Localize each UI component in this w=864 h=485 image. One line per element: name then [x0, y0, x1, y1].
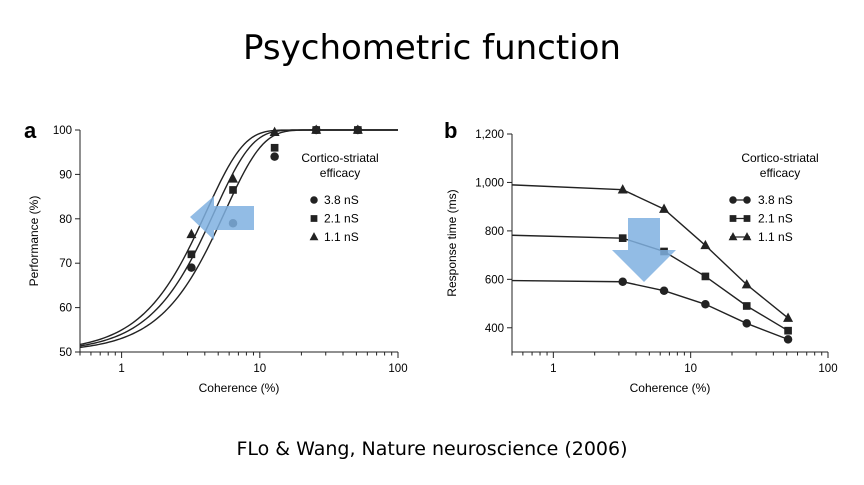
panel-b-x-axis-label: Coherence (%): [630, 381, 711, 395]
panel-b-y-tick-label: 1,000: [475, 177, 504, 189]
panel-b-letter: b: [444, 118, 457, 143]
panel-a-y-tick-label: 60: [59, 303, 72, 315]
panel-b-data-point-triangle: [700, 239, 711, 250]
slide-title: Psychometric function: [243, 28, 621, 68]
panel-a-y-tick-label: 70: [59, 258, 72, 270]
panel-a-y-tick-label: 50: [59, 347, 72, 359]
panel-a-data-point-circle: [187, 263, 196, 272]
panel-a-y-axis-label: Performance (%): [27, 196, 41, 287]
panel-b-legend-marker-triangle: [728, 232, 738, 241]
panel-b-legend-title-line1: Cortico-striatal: [741, 151, 818, 165]
panel-b-y-tick-label: 1,200: [475, 129, 504, 141]
panel-a-letter: a: [24, 118, 37, 143]
panel-a-legend-title-line2: efficacy: [320, 166, 360, 180]
panel-b-y-tick-label: 400: [485, 323, 504, 335]
panel-b-x-tick-label: 100: [818, 363, 837, 375]
citation: FLo & Wang, Nature neuroscience (2006): [236, 438, 628, 460]
panel-a-legend-marker-square: [310, 215, 318, 222]
panel-b-legend-marker-circle: [729, 196, 737, 204]
panel-b-data-point-circle: [742, 319, 751, 328]
panel-b-legend-label: 1.1 nS: [758, 230, 793, 244]
panel-a-legend-label: 3.8 nS: [324, 193, 359, 207]
panel-a-legend-marker-circle: [310, 196, 318, 204]
panel-b-arrow-down-icon: [612, 218, 676, 282]
panel-b-legend-marker-triangle: [742, 232, 752, 241]
panel-b-legend-marker-circle: [743, 196, 751, 204]
panel-a-x-tick-label: 1: [118, 363, 124, 375]
panel-a-legend-label: 2.1 nS: [324, 212, 359, 226]
panel-b-y-axis-label: Response time (ms): [445, 189, 459, 296]
panel-b-data-point-triangle: [659, 203, 670, 213]
panel-a-data-point-triangle: [269, 126, 280, 136]
panel-a-data-point-triangle: [311, 124, 322, 134]
panel-a-data-point-square: [187, 250, 196, 259]
panel-a-data-point-triangle: [186, 228, 197, 239]
panel-b-data-point-square: [701, 272, 710, 281]
panel-a-legend-title-line1: Cortico-striatal: [301, 151, 378, 165]
panel-b-legend-label: 2.1 nS: [758, 212, 793, 226]
panel-b-data-point-circle: [618, 277, 627, 287]
panel-b-data-point-square: [742, 302, 751, 310]
panel-b-series-line-circle: [511, 279, 789, 341]
panel-a-y-tick-label: 100: [53, 125, 72, 137]
panel-b-series-line-square: [511, 234, 789, 332]
panel-a-y-tick-label: 90: [59, 169, 72, 181]
panel-b-data-point-triangle: [783, 312, 794, 322]
panel-b-data-point-circle: [701, 300, 710, 309]
panel-a-data-point-triangle: [228, 173, 239, 183]
panel-b-x-tick-label: 10: [684, 363, 697, 375]
panel-b-data-point-square: [618, 234, 627, 242]
panel-a-x-tick-label: 10: [253, 363, 266, 375]
panel-b-series-line-triangle: [511, 184, 789, 319]
panel-a-x-axis-label: Coherence (%): [199, 381, 280, 395]
panel-a-data-point-circle: [270, 152, 279, 161]
panel-a-data-point-square: [229, 186, 237, 194]
panel-b-data-point-circle: [659, 286, 669, 295]
panel-a-series-line-triangle: [79, 129, 398, 346]
panel-b-y-tick-label: 600: [485, 274, 504, 286]
panel-b-data-point-triangle: [741, 279, 752, 289]
panel-b-response-time-chart: b 400 600 800 1,000 1,200 1 10 100 Coherence (%) R…: [444, 118, 838, 395]
panel-a-y-tick-label: 80: [59, 214, 72, 226]
panel-a-x-tick-label: 100: [388, 363, 407, 375]
panel-a-arrow-left-icon: [190, 196, 254, 240]
panel-a-data-point-triangle: [352, 124, 363, 134]
panel-b-legend-label: 3.8 nS: [758, 193, 793, 207]
panel-a-data-point-square: [270, 143, 279, 152]
panel-a-legend-label: 1.1 nS: [324, 230, 359, 244]
panel-b-legend-marker-square: [729, 215, 737, 222]
panel-b-legend-title-line2: efficacy: [760, 166, 800, 180]
panel-a-legend-marker-triangle: [309, 232, 319, 241]
panel-b-legend-marker-square: [743, 215, 751, 222]
panel-b-data-point-circle: [783, 335, 793, 344]
panel-b-y-tick-label: 800: [485, 226, 504, 238]
panel-b-data-point-triangle: [617, 184, 628, 194]
panel-b-x-tick-label: 1: [550, 363, 556, 375]
panel-b-data-point-square: [784, 326, 792, 335]
